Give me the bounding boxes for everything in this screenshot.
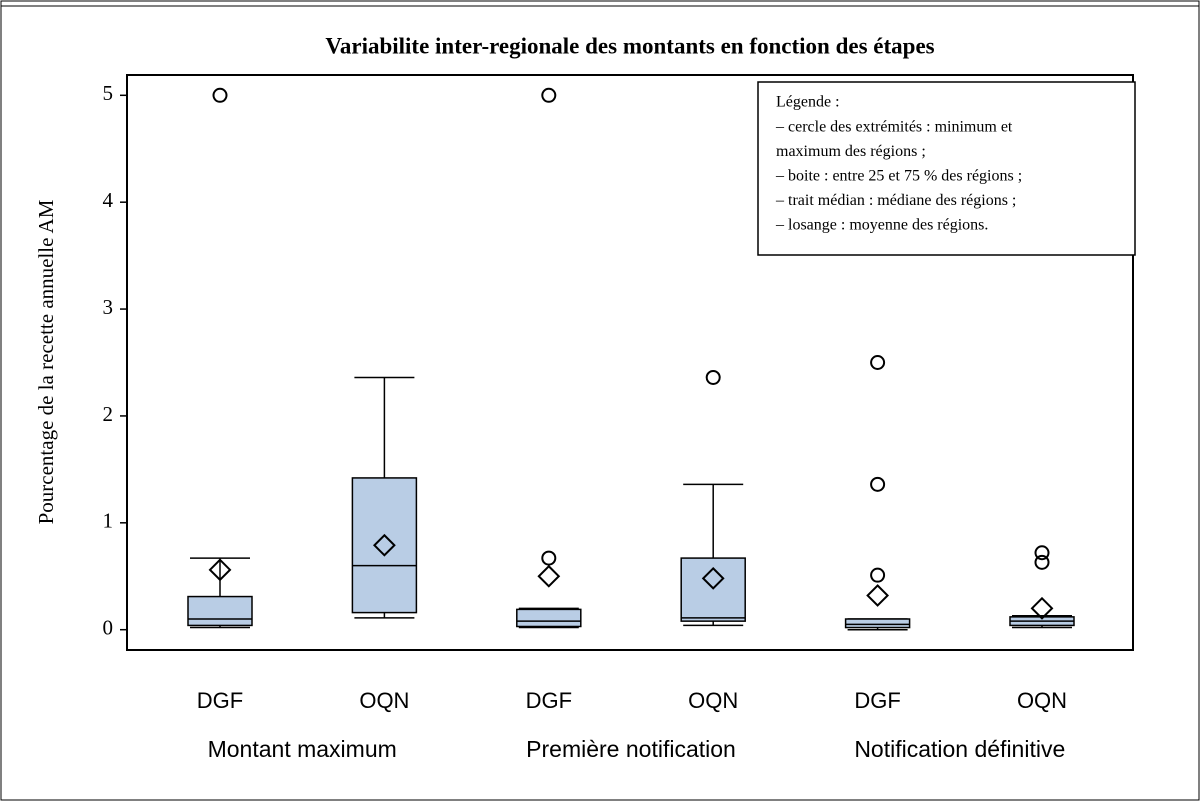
outlier: [1034, 554, 1050, 570]
mean-marker: [866, 584, 890, 607]
chart-title: Variabilite inter-regionale des montants…: [325, 33, 934, 58]
y-tick-label: 2: [103, 402, 114, 426]
mean-marker: [537, 564, 561, 588]
legend-text: – boite : entre 25 et 75 % des régions ;: [775, 167, 1022, 184]
y-tick-label: 4: [103, 188, 114, 212]
outlier: [212, 87, 228, 103]
x-tick-label: OQN: [359, 688, 409, 713]
outlier: [1034, 545, 1050, 561]
group-label: Notification définitive: [854, 736, 1065, 762]
y-tick-label: 0: [103, 616, 114, 640]
legend-text: – cercle des extrémités : minimum et: [775, 118, 1013, 135]
legend-text: Légende :: [776, 94, 840, 111]
legend-text: maximum des régions ;: [776, 143, 926, 160]
outlier: [870, 567, 886, 583]
outlier: [541, 550, 557, 566]
mean-marker: [372, 533, 396, 557]
mean-marker: [701, 566, 725, 590]
legend-text: – trait médian : médiane des régions ;: [775, 192, 1016, 209]
outlier: [705, 369, 721, 385]
x-tick-label: OQN: [1017, 688, 1067, 713]
x-tick-label: OQN: [688, 688, 738, 713]
box: [516, 608, 582, 628]
legend-box: [757, 81, 1136, 256]
legend-text: – losange : moyenne des régions.: [775, 217, 988, 234]
y-tick-label: 3: [103, 295, 114, 319]
x-tick-label: DGF: [197, 688, 243, 713]
y-tick-label: 1: [103, 509, 114, 533]
plot-area: [126, 74, 1134, 651]
box: [844, 618, 911, 629]
group-label: Première notification: [526, 736, 736, 762]
x-tick-label: DGF: [854, 688, 900, 713]
y-axis-label: Pourcentage de la recette annuelle AM: [34, 199, 58, 524]
mean-marker: [208, 558, 232, 582]
group-label: Montant maximum: [208, 736, 397, 762]
outlier: [870, 476, 886, 492]
box: [187, 595, 253, 627]
box: [351, 477, 418, 614]
outlier: [870, 355, 886, 370]
y-tick-label: 5: [103, 81, 114, 105]
x-tick-label: DGF: [526, 688, 572, 713]
outlier: [541, 87, 557, 103]
mean-marker: [1030, 596, 1054, 620]
